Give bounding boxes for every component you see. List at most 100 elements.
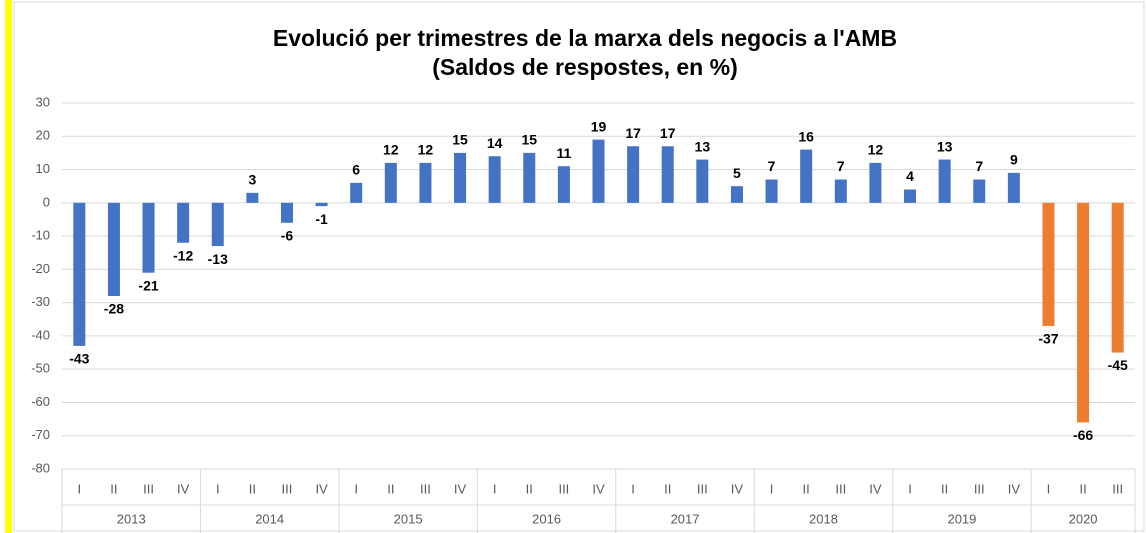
bar bbox=[1111, 202, 1124, 353]
bar bbox=[315, 202, 328, 207]
bar bbox=[350, 182, 363, 203]
x-tick-label: II bbox=[249, 481, 256, 496]
value-label: -37 bbox=[1038, 331, 1058, 347]
value-label: -66 bbox=[1073, 427, 1093, 443]
x-tick-label: III bbox=[143, 481, 154, 496]
value-label: 9 bbox=[1010, 152, 1018, 168]
bar bbox=[488, 156, 501, 203]
chart-subtitle: (Saldos de respostes, en %) bbox=[432, 54, 737, 80]
bar bbox=[1077, 202, 1090, 423]
value-label: 12 bbox=[418, 142, 434, 158]
x-tick-label: IV bbox=[869, 481, 882, 496]
value-label: 13 bbox=[695, 138, 711, 154]
y-tick-label: 0 bbox=[43, 194, 50, 209]
group-label: 2015 bbox=[394, 511, 423, 526]
value-label: 13 bbox=[937, 138, 953, 154]
value-label: -45 bbox=[1108, 357, 1128, 373]
value-label: 17 bbox=[660, 125, 676, 141]
bar bbox=[730, 186, 743, 203]
chart-title: Evolució per trimestres de la marxa dels… bbox=[273, 25, 897, 51]
bar bbox=[211, 202, 224, 247]
y-tick-label: -20 bbox=[31, 261, 50, 276]
bar bbox=[280, 202, 293, 223]
bar bbox=[73, 202, 86, 346]
x-tick-label: II bbox=[526, 481, 533, 496]
chart-frame bbox=[13, 1, 1145, 532]
x-tick-label: IV bbox=[454, 481, 467, 496]
x-tick-label: III bbox=[697, 481, 708, 496]
bar bbox=[834, 179, 847, 203]
x-tick-label: III bbox=[974, 481, 985, 496]
bar bbox=[142, 202, 155, 273]
value-label: 6 bbox=[352, 162, 360, 178]
value-label: -13 bbox=[208, 251, 228, 267]
x-tick-label: IV bbox=[177, 481, 190, 496]
y-tick-label: -30 bbox=[31, 294, 50, 309]
group-label: 2017 bbox=[671, 511, 700, 526]
bar bbox=[454, 152, 467, 203]
x-tick-label: III bbox=[282, 481, 293, 496]
x-tick-label: III bbox=[835, 481, 846, 496]
bar bbox=[661, 146, 674, 203]
x-tick-label: IV bbox=[315, 481, 328, 496]
x-tick-label: I bbox=[770, 481, 774, 496]
side-stripe bbox=[5, 0, 12, 533]
bar bbox=[1042, 202, 1055, 326]
x-tick-label: III bbox=[420, 481, 431, 496]
value-label: 7 bbox=[768, 158, 776, 174]
group-label: 2016 bbox=[532, 511, 561, 526]
group-label: 2019 bbox=[947, 511, 976, 526]
x-tick-label: I bbox=[493, 481, 497, 496]
bar bbox=[1007, 172, 1020, 203]
value-label: 19 bbox=[591, 118, 607, 134]
y-tick-label: 20 bbox=[36, 128, 50, 143]
group-label: 2014 bbox=[255, 511, 284, 526]
value-label: 5 bbox=[733, 165, 741, 181]
y-tick-label: 30 bbox=[36, 94, 50, 109]
value-label: 7 bbox=[837, 158, 845, 174]
group-label: 2018 bbox=[809, 511, 838, 526]
value-label: 16 bbox=[798, 128, 814, 144]
value-label: 12 bbox=[383, 142, 399, 158]
x-tick-label: II bbox=[803, 481, 810, 496]
value-label: -6 bbox=[281, 227, 294, 243]
bar bbox=[973, 179, 986, 203]
bar bbox=[904, 189, 917, 203]
bar bbox=[696, 159, 709, 203]
x-tick-label: II bbox=[941, 481, 948, 496]
value-label: -12 bbox=[173, 247, 193, 263]
bar bbox=[557, 166, 570, 203]
bar bbox=[523, 152, 536, 203]
bar bbox=[627, 146, 640, 203]
value-label: 14 bbox=[487, 135, 503, 151]
x-tick-label: I bbox=[354, 481, 358, 496]
y-tick-label: -10 bbox=[31, 228, 50, 243]
bar bbox=[938, 159, 951, 203]
x-tick-label: II bbox=[664, 481, 671, 496]
value-label: 7 bbox=[975, 158, 983, 174]
value-label: -1 bbox=[315, 211, 328, 227]
x-tick-label: I bbox=[216, 481, 220, 496]
y-tick-label: -50 bbox=[31, 361, 50, 376]
bar bbox=[592, 139, 605, 203]
value-label: 11 bbox=[556, 145, 571, 161]
value-label: 4 bbox=[906, 168, 914, 184]
value-label: 15 bbox=[521, 132, 537, 148]
x-tick-label: I bbox=[908, 481, 912, 496]
bar bbox=[246, 192, 259, 203]
value-label: 17 bbox=[625, 125, 641, 141]
x-tick-label: II bbox=[1079, 481, 1086, 496]
y-tick-label: -80 bbox=[31, 460, 50, 475]
bar bbox=[177, 202, 190, 243]
y-tick-label: -70 bbox=[31, 427, 50, 442]
y-tick-label: 10 bbox=[36, 161, 50, 176]
bar bbox=[107, 202, 120, 296]
bar bbox=[800, 149, 813, 203]
x-tick-label: II bbox=[387, 481, 394, 496]
value-label: -28 bbox=[104, 301, 124, 317]
bar bbox=[765, 179, 778, 203]
x-tick-label: II bbox=[110, 481, 117, 496]
group-label: 2020 bbox=[1069, 511, 1098, 526]
value-label: -43 bbox=[69, 351, 89, 367]
